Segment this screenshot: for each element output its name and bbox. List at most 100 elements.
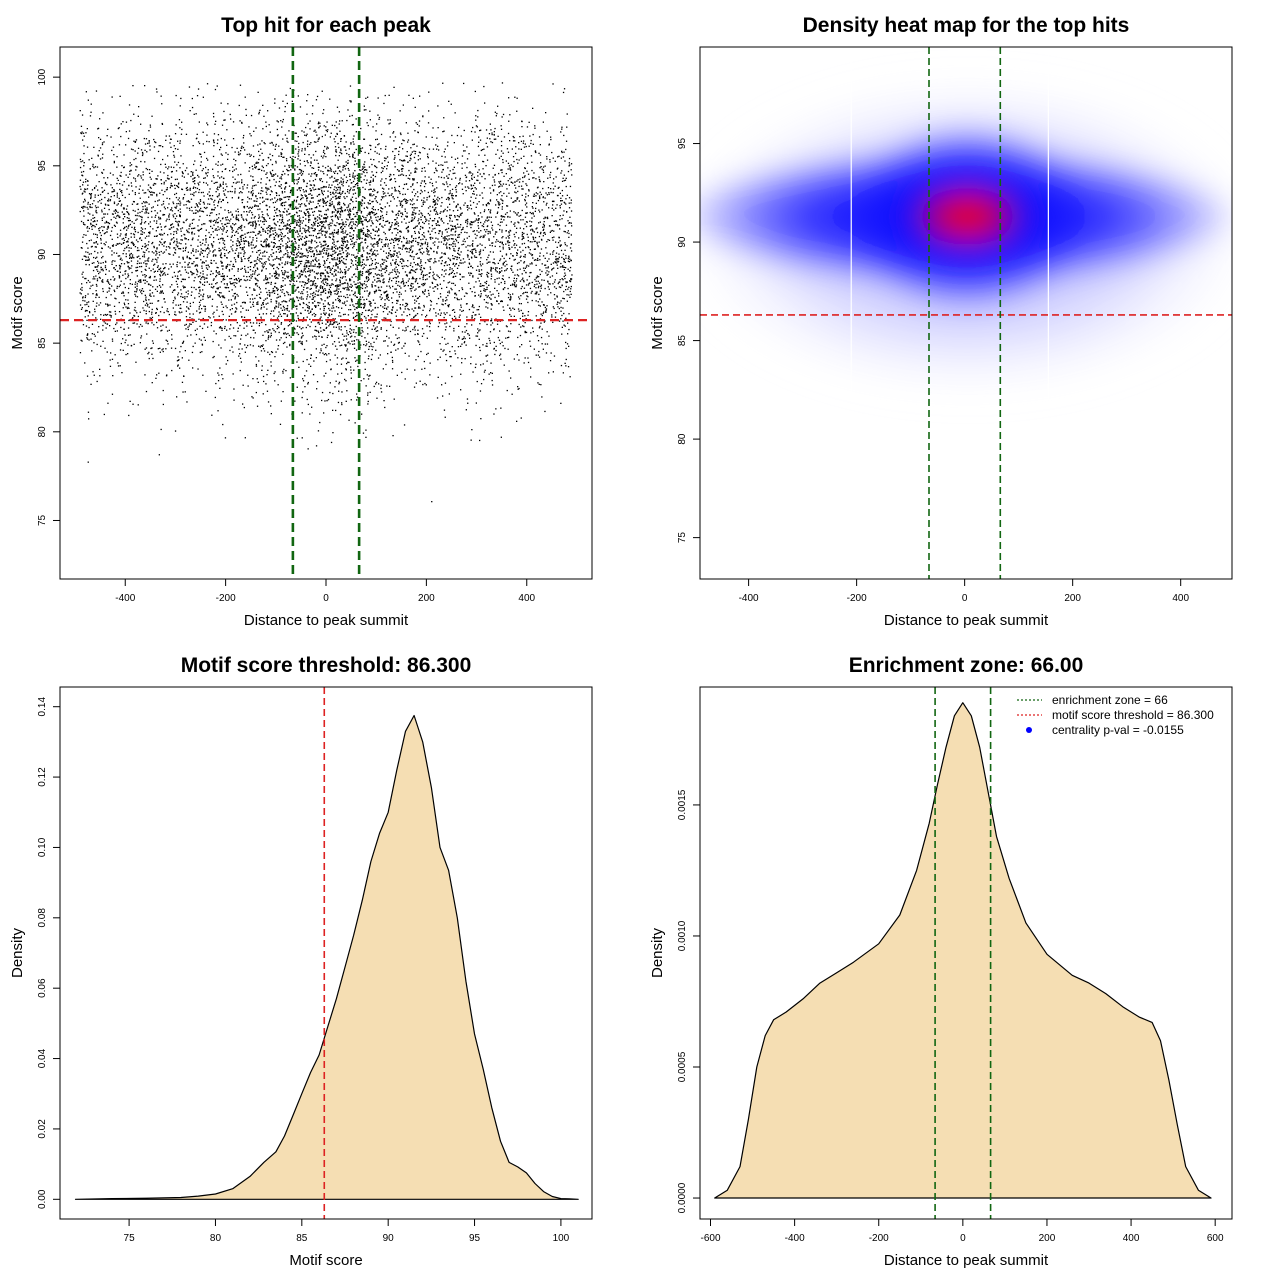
scatter-point (386, 165, 388, 167)
scatter-point (344, 273, 346, 275)
scatter-point (361, 173, 363, 175)
scatter-point (571, 225, 573, 227)
scatter-point (500, 155, 502, 157)
scatter-point (533, 285, 535, 288)
scatter-point (455, 191, 458, 193)
scatter-point (450, 103, 452, 105)
scatter-point (281, 272, 284, 274)
scatter-point (182, 172, 184, 174)
scatter-point (201, 242, 204, 245)
scatter-point (448, 235, 450, 237)
scatter-point (565, 198, 567, 200)
scatter-point (451, 268, 453, 270)
scatter-point (240, 311, 242, 313)
scatter-point (280, 204, 282, 206)
scatter-point (301, 260, 303, 262)
scatter-point (463, 276, 465, 278)
scatter-point (177, 304, 180, 306)
scatter-point (285, 201, 287, 203)
scatter-point (196, 204, 198, 206)
scatter-point (544, 306, 546, 309)
scatter-point (400, 258, 402, 260)
scatter-point (303, 211, 305, 214)
scatter-point (418, 210, 421, 212)
scatter-point (339, 207, 341, 210)
scatter-point (377, 191, 379, 193)
scatter-point (488, 337, 490, 340)
scatter-point (133, 257, 135, 259)
scatter-point (327, 245, 329, 247)
scatter-point (420, 269, 422, 271)
scatter-point (91, 323, 94, 325)
scatter-point (436, 303, 438, 305)
scatter-point (510, 268, 512, 270)
scatter-point (354, 160, 356, 162)
scatter-point (446, 228, 448, 230)
scatter-point (144, 221, 147, 223)
scatter-point (546, 252, 548, 254)
scatter-point (449, 170, 451, 172)
scatter-point (396, 374, 398, 376)
scatter-point (234, 282, 236, 284)
scatter-point (511, 246, 513, 248)
scatter-point (224, 278, 226, 281)
scatter-point (563, 324, 565, 326)
scatter-point (215, 271, 217, 273)
scatter-point (427, 352, 429, 354)
scatter-point (443, 243, 445, 245)
scatter-point (447, 185, 449, 188)
scatter-point (80, 132, 82, 134)
scatter-point (348, 253, 350, 255)
scatter-point (265, 183, 267, 185)
scatter-point (86, 128, 88, 130)
scatter-point (207, 169, 209, 171)
scatter-point (181, 171, 183, 173)
scatter-point (535, 287, 537, 289)
scatter-point (286, 196, 288, 198)
scatter-point (258, 322, 261, 325)
scatter-point (471, 315, 473, 317)
scatter-point (81, 247, 83, 249)
scatter-point (265, 282, 267, 285)
scatter-point (310, 234, 312, 237)
scatter-point (403, 237, 405, 240)
scatter-point (183, 287, 185, 289)
scatter-point (287, 292, 289, 294)
scatter-point (479, 261, 481, 263)
scatter-point (560, 244, 562, 246)
scatter-point (210, 259, 212, 262)
scatter-point (332, 242, 334, 244)
scatter-point (212, 155, 215, 158)
scatter-point (308, 260, 310, 262)
scatter-point (251, 241, 253, 243)
scatter-point (140, 160, 142, 163)
scatter-point (468, 262, 470, 264)
scatter-point (161, 306, 163, 308)
scatter-point (123, 283, 125, 285)
scatter-point (355, 200, 357, 202)
scatter-point (87, 305, 90, 308)
scatter-point (123, 208, 125, 210)
scatter-point (307, 122, 309, 125)
scatter-point (255, 184, 257, 186)
scatter-point (414, 369, 416, 371)
scatter-point (148, 196, 150, 198)
scatter-point (417, 329, 419, 331)
scatter-point (550, 191, 552, 194)
scatter-point (383, 182, 386, 184)
scatter-point (422, 309, 424, 311)
scatter-point (292, 155, 294, 158)
scatter-point (299, 217, 301, 219)
scatter-point (297, 95, 299, 97)
scatter-point (514, 274, 516, 276)
scatter-point (334, 216, 337, 218)
scatter-point (374, 328, 376, 330)
scatter-point (512, 271, 514, 273)
scatter-point (360, 169, 362, 171)
scatter-point (177, 161, 180, 164)
scatter-point (200, 251, 202, 253)
scatter-point (461, 244, 463, 246)
scatter-point (549, 283, 551, 285)
scatter-point (374, 209, 376, 211)
scatter-point (94, 310, 96, 313)
